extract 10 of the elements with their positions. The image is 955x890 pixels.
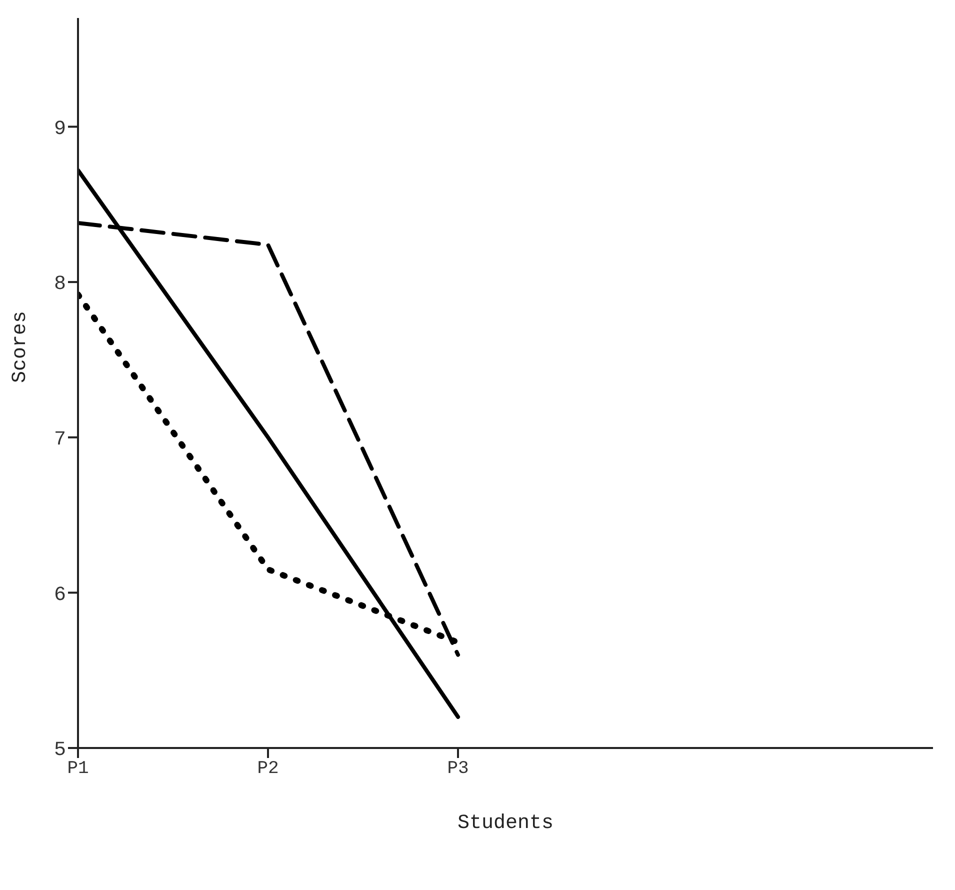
x-tick-label: P3 [447, 758, 469, 779]
y-tick-label: 8 [54, 273, 66, 296]
y-tick-label: 5 [54, 739, 66, 762]
x-tick-label: P2 [257, 758, 279, 779]
y-axis-title: Scores [9, 310, 32, 383]
y-tick-label: 6 [54, 584, 66, 607]
y-tick-label: 7 [54, 428, 66, 452]
x-tick-label: P1 [67, 758, 89, 779]
x-axis-title: Students [457, 812, 554, 835]
y-tick-label: 9 [54, 118, 66, 141]
